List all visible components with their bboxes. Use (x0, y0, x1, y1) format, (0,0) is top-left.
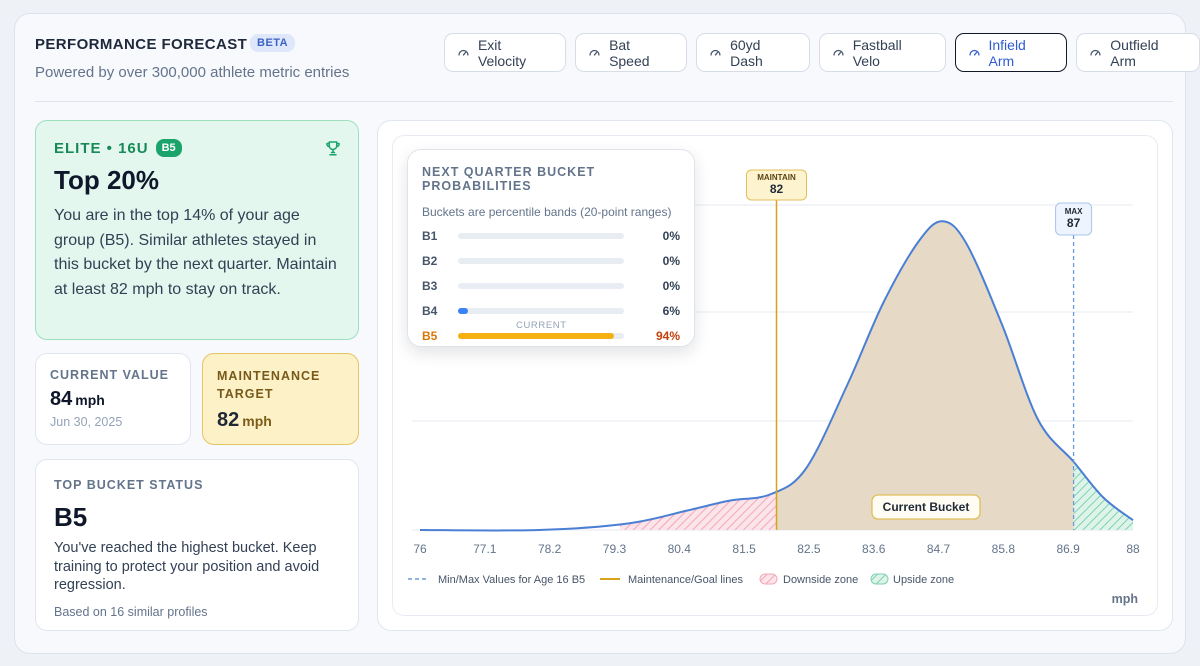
current-bucket-label: Current Bucket (883, 500, 970, 514)
bucket-row-b2: B2 0% (422, 248, 680, 273)
maintain-marker-label: MAINTAIN (757, 173, 796, 182)
trophy-icon (326, 141, 340, 156)
x-tick-label: 78.2 (538, 542, 562, 556)
maintain-marker-value: 82 (770, 182, 784, 196)
tab-infield-arm[interactable]: Infield Arm (954, 33, 1068, 72)
bucket-percent: 6% (662, 303, 680, 318)
bucket-row-b5: B5 94% CURRENT (422, 320, 680, 348)
upside-zone (1073, 221, 1133, 530)
gauge-icon (458, 49, 469, 56)
gauge-icon (968, 49, 980, 56)
bucket-name: B3 (422, 278, 438, 293)
maintenance-target-card: MAINTENANCE TARGET 82 mph (202, 353, 359, 445)
gauge-icon (589, 49, 600, 56)
max-marker-box (1055, 202, 1093, 236)
elite-description: You are in the top 14% of your age group… (54, 207, 337, 298)
x-tick-label: 77.1 (473, 542, 497, 556)
bucket-name: B5 (422, 328, 438, 343)
x-tick-label: 79.3 (603, 542, 627, 556)
metric-tabs: Exit Velocity Bat Speed 60yd Dash Fastball … (444, 33, 1200, 72)
tab-label: Exit Velocity (477, 36, 527, 69)
legend-label: Min/Max Values for Age 16 B5 (438, 574, 585, 586)
bucket-name: B2 (422, 253, 438, 268)
top-bucket-description: You've reached the highest bucket. Keep … (54, 540, 320, 593)
x-tick-label: 81.5 (732, 542, 756, 556)
x-tick-label: 88 (1126, 542, 1140, 556)
tooltip-title: NEXT QUARTER BUCKET PROBABILITIES (422, 165, 596, 193)
top-bucket-footnote: Based on 16 similar profiles (54, 604, 208, 619)
distribution-curve (419, 220, 1134, 532)
x-tick-label: 84.7 (927, 542, 951, 556)
elite-summary-card: ELITE • 16U B5 Top 20% You are in the to… (35, 120, 359, 340)
bucket-bar-track (458, 307, 624, 314)
page-subtitle: Powered by over 300,000 athlete metric e… (35, 64, 350, 81)
tab-label: Outfield Arm (1110, 36, 1159, 69)
current-value: 84 mph (50, 388, 105, 410)
current-value-date: Jun 30, 2025 (50, 415, 123, 429)
top-bucket-status-card: TOP BUCKET STATUS B5 You've reached the … (35, 459, 359, 631)
bucket-bar-fill (458, 332, 615, 339)
max-marker-label: MAX (1065, 207, 1083, 216)
tab-label: Infield Arm (988, 36, 1026, 69)
legend-label: Downside zone (783, 574, 858, 586)
bucket-row-b3: B3 0% (422, 273, 680, 298)
bucket-row-b1: B1 0% (422, 223, 680, 248)
tab-fastball-velo[interactable]: Fastball Velo (818, 33, 946, 72)
bucket-bar-fill (458, 307, 468, 314)
legend-label: Maintenance/Goal lines (628, 574, 743, 586)
legend-label: Upside zone (893, 574, 954, 586)
legend-swatch-downside (759, 573, 778, 585)
gauge-icon (833, 49, 844, 56)
x-tick-label: 86.9 (1057, 542, 1081, 556)
header-divider (35, 101, 1173, 102)
gauge-icon (710, 49, 721, 56)
x-tick-label: 76 (413, 542, 427, 556)
tab-label: 60yd Dash (730, 36, 763, 69)
tab-outfield-arm[interactable]: Outfield Arm (1076, 33, 1200, 72)
x-tick-label: 80.4 (668, 542, 692, 556)
page-title: PERFORMANCE FORECAST (35, 36, 248, 53)
tooltip-subtitle: Buckets are percentile bands (20-point r… (422, 205, 672, 219)
bucket-bar-track (458, 282, 624, 289)
bucket-percent: 0% (662, 253, 680, 268)
tab-label: Fastball Velo (852, 36, 902, 69)
legend-swatch-upside (870, 573, 889, 585)
beta-badge: BETA (250, 34, 296, 52)
maintain-marker-box (746, 169, 807, 201)
current-value-label: CURRENT VALUE (50, 368, 170, 382)
tab-bat-speed[interactable]: Bat Speed (575, 33, 688, 72)
bucket-row-b4: B4 6% (422, 298, 680, 323)
bucket-pill: B5 (155, 139, 182, 157)
chart-panel (392, 135, 1158, 616)
bucket-bar-track (458, 257, 624, 264)
bucket-percent: 0% (662, 228, 680, 243)
top-bucket-label: TOP BUCKET STATUS (54, 478, 204, 492)
bucket-name: B1 (422, 228, 438, 243)
maintenance-target-value: 82 mph (217, 409, 272, 431)
bucket-probabilities-tooltip: NEXT QUARTER BUCKET PROBABILITIES Bucket… (407, 149, 695, 347)
x-tick-label: 83.6 (862, 542, 886, 556)
gauge-icon (1090, 49, 1101, 56)
max-marker-value: 87 (1067, 216, 1081, 230)
tab-60yd-dash[interactable]: 60yd Dash (696, 33, 810, 72)
bucket-bar-track (458, 232, 624, 239)
bucket-percent: 94% (655, 328, 680, 343)
elite-tag: ELITE • 16U (54, 139, 149, 157)
current-bucket-box (871, 494, 981, 520)
tab-exit-velocity[interactable]: Exit Velocity (444, 33, 567, 72)
bucket-name: B4 (422, 303, 438, 318)
axis-unit-label: mph (1112, 592, 1138, 606)
x-tick-label: 82.5 (797, 542, 821, 556)
tab-label: Bat Speed (609, 36, 650, 69)
current-bucket-zone (776, 221, 1074, 530)
maintenance-target-label: MAINTENANCE TARGET (217, 369, 321, 401)
current-value-card: CURRENT VALUE 84 mph Jun 30, 2025 (35, 353, 191, 445)
current-label: CURRENT (516, 320, 567, 331)
bucket-bar-track (458, 332, 624, 339)
elite-headline: Top 20% (54, 165, 159, 195)
top-bucket-value: B5 (54, 502, 88, 532)
bucket-percent: 0% (662, 278, 680, 293)
x-tick-label: 85.8 (992, 542, 1016, 556)
